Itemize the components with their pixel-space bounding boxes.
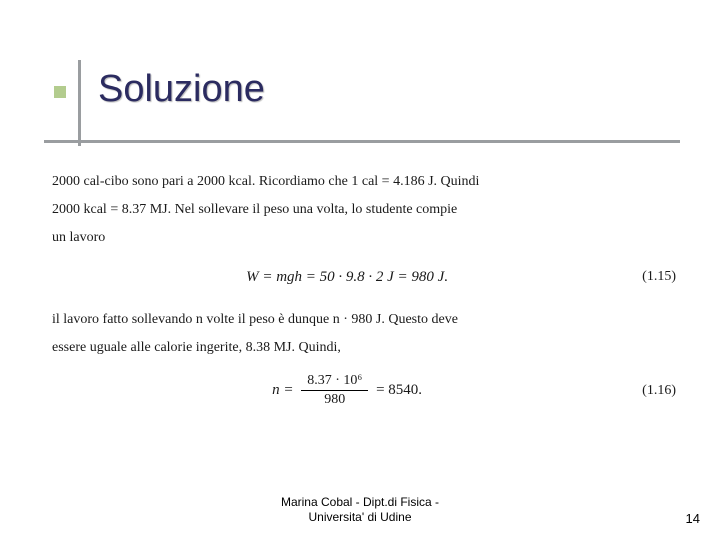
fraction-denominator: 980 <box>301 391 368 409</box>
fraction: 8.37 · 10⁶980 <box>301 372 368 409</box>
equation-prefix: n = <box>272 382 297 398</box>
title-vertical-rule <box>78 60 81 146</box>
equation-row: W = mgh = 50 · 9.8 · 2 J = 980 J. (1.15) <box>52 262 682 292</box>
paragraph-line: un lavoro <box>52 224 682 252</box>
title-horizontal-rule <box>44 140 680 143</box>
footer-line: Universita' di Udine <box>0 510 720 526</box>
equation: n = 8.37 · 10⁶980 = 8540. <box>52 372 642 409</box>
title-bullet <box>54 86 66 98</box>
equation-suffix: = 8540. <box>372 382 422 398</box>
paragraph-line: il lavoro fatto sollevando n volte il pe… <box>52 306 682 334</box>
paragraph-line: 2000 kcal = 8.37 MJ. Nel sollevare il pe… <box>52 196 682 224</box>
paragraph-line: essere uguale alle calorie ingerite, 8.3… <box>52 334 682 362</box>
equation: W = mgh = 50 · 9.8 · 2 J = 980 J. <box>52 262 642 292</box>
slide-footer: Marina Cobal - Dipt.di Fisica - Universi… <box>0 495 720 526</box>
paragraph-line: 2000 cal-cibo sono pari a 2000 kcal. Ric… <box>52 168 682 196</box>
slide-title: Soluzione <box>98 68 265 111</box>
slide-body: 2000 cal-cibo sono pari a 2000 kcal. Ric… <box>52 168 682 423</box>
fraction-numerator: 8.37 · 10⁶ <box>301 372 368 391</box>
equation-row: n = 8.37 · 10⁶980 = 8540. (1.16) <box>52 372 682 409</box>
page-number: 14 <box>686 511 700 526</box>
equation-number: (1.16) <box>642 377 682 405</box>
footer-line: Marina Cobal - Dipt.di Fisica - <box>0 495 720 511</box>
equation-number: (1.15) <box>642 263 682 291</box>
